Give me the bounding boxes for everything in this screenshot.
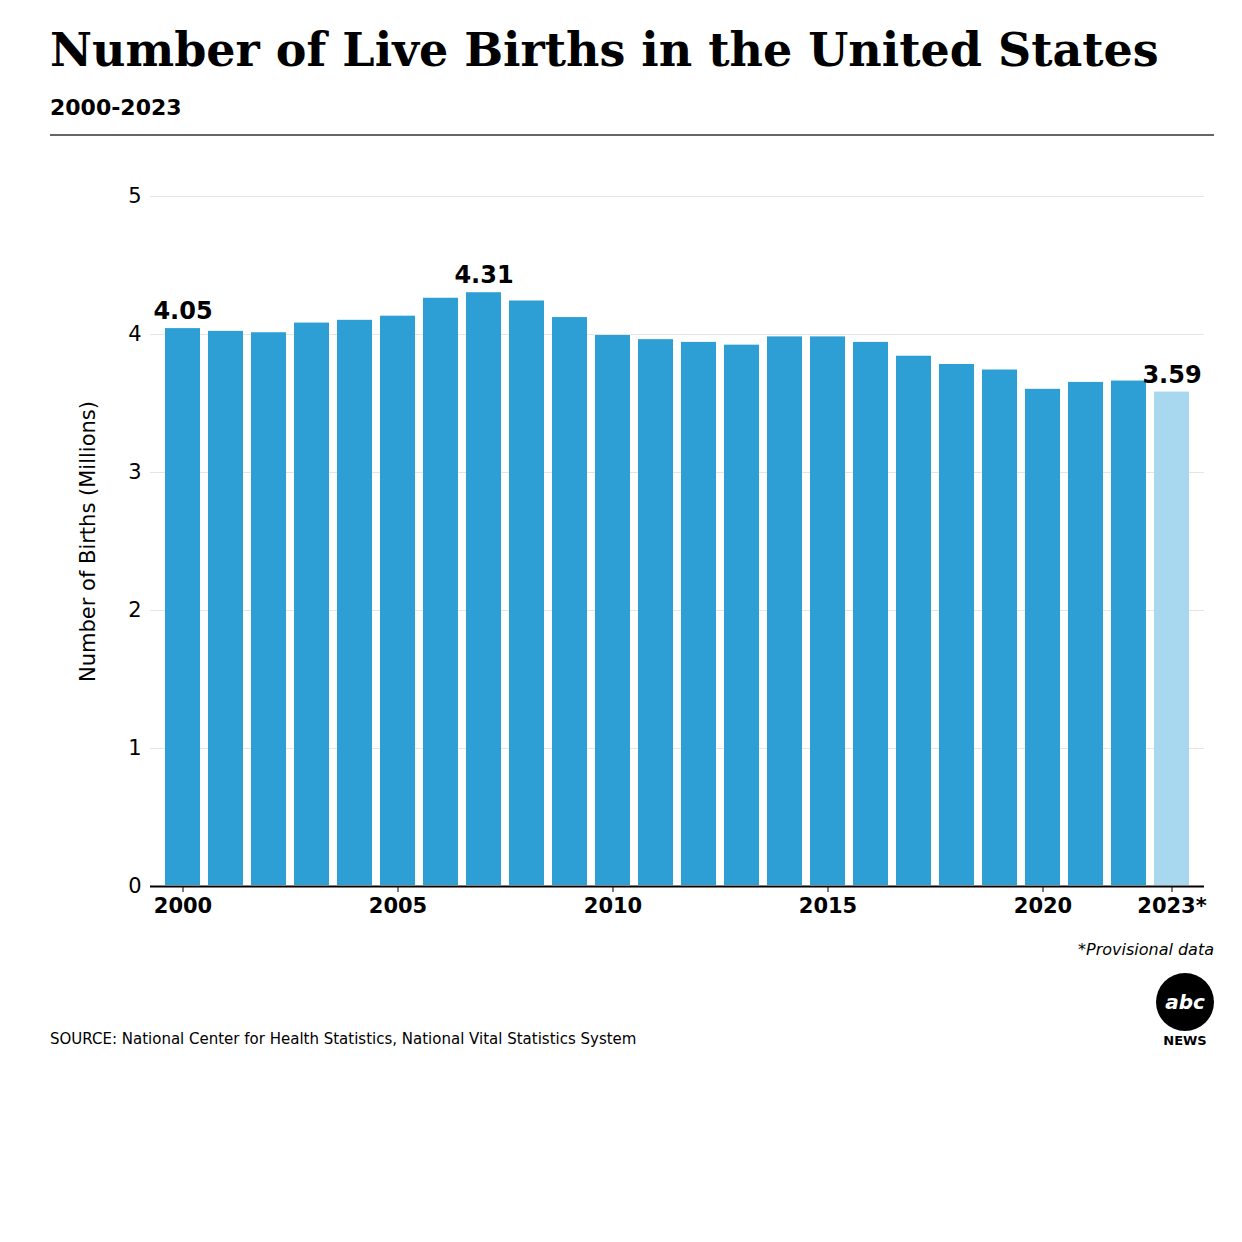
svg-text:2020: 2020 [1014, 894, 1072, 918]
svg-text:3: 3 [128, 460, 141, 484]
svg-text:2015: 2015 [799, 894, 857, 918]
svg-text:4.31: 4.31 [454, 261, 513, 289]
svg-text:0: 0 [128, 874, 141, 898]
html-text:2000-2023: 2000-2023 [50, 94, 182, 120]
svg-text:2010: 2010 [584, 894, 642, 918]
svg-text:5: 5 [128, 184, 141, 208]
svg-text:3.59: 3.59 [1142, 361, 1201, 389]
html-text:abc: abc [1165, 989, 1205, 1014]
svg-text:2: 2 [128, 598, 141, 622]
svg-text:Number of Births (Millions): Number of Births (Millions) [76, 401, 100, 682]
html-text:NEWS: NEWS [1163, 1032, 1207, 1048]
html-text:Number of Live Births in the U: Number of Live Births in the United Stat… [50, 23, 1159, 77]
svg-text:1: 1 [128, 736, 141, 760]
html-text:*Provisional data: *Provisional data [1078, 939, 1214, 959]
svg-text:4: 4 [128, 322, 141, 346]
svg-text:4.05: 4.05 [153, 297, 212, 325]
svg-text:2023*: 2023* [1137, 894, 1206, 918]
svg-text:2000: 2000 [154, 894, 212, 918]
html-text:SOURCE: National Center for He: SOURCE: National Center for Health Stati… [50, 1029, 637, 1048]
svg-text:2005: 2005 [369, 894, 427, 918]
